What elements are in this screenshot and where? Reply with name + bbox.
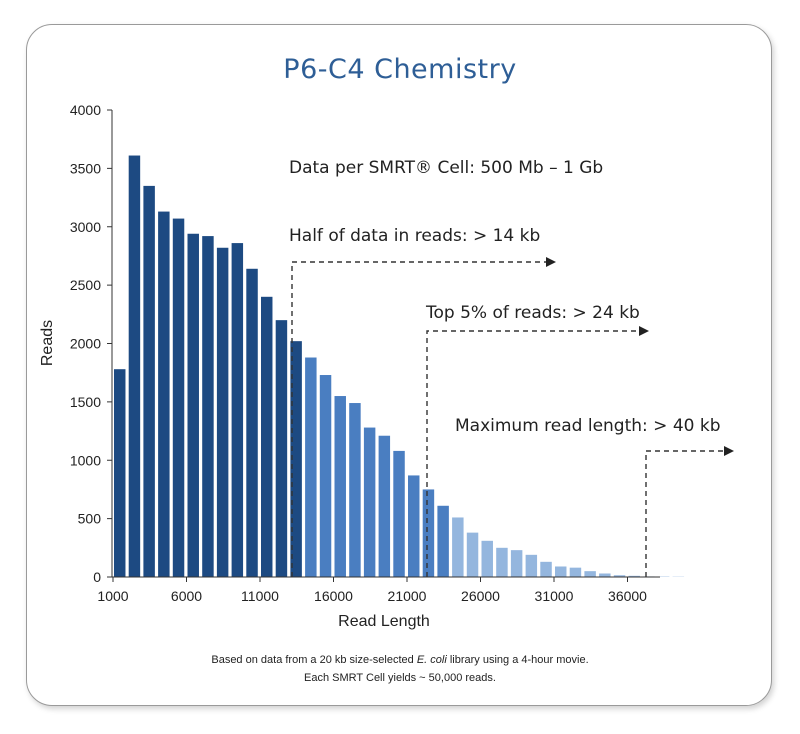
bar — [319, 375, 332, 577]
bar — [422, 489, 435, 577]
annotation-half-data: Half of data in reads: > 14 kb — [289, 226, 540, 246]
chart-title: P6-C4 Chemistry — [283, 54, 517, 85]
bar — [496, 547, 508, 577]
footnote-organism: E. coli — [416, 654, 447, 666]
annotation-top-5: Top 5% of reads: > 24 kb — [425, 303, 640, 323]
bar — [187, 233, 199, 577]
bar — [555, 566, 567, 577]
bar — [613, 575, 626, 577]
bar — [143, 185, 155, 577]
y-tick-label: 500 — [78, 511, 102, 527]
bar — [437, 505, 449, 577]
bar — [378, 435, 391, 577]
footnote-text-a: Based on data from a 20 kb size-selected — [211, 654, 417, 666]
bar — [466, 532, 479, 577]
annotations: Data per SMRT® Cell: 500 Mb – 1 Gb Half … — [289, 158, 734, 577]
x-tick-label: 31000 — [535, 588, 574, 604]
bar — [599, 573, 611, 577]
bar — [363, 427, 376, 577]
y-axis-label: Reads — [39, 320, 56, 366]
footnote-text-b: library using a 4-hour movie. — [446, 654, 589, 666]
bar — [114, 369, 126, 577]
bar — [510, 550, 523, 577]
bar — [481, 540, 493, 577]
y-tick-label: 1000 — [70, 452, 101, 468]
y-tick-label: 3500 — [70, 160, 101, 176]
y-ticks: 0 500 1000 1500 2000 2500 3000 3500 4000 — [70, 102, 112, 585]
bar — [408, 475, 420, 577]
bar — [305, 357, 317, 577]
bar — [584, 571, 596, 577]
x-tick-label: 6000 — [171, 588, 202, 604]
y-tick-label: 4000 — [70, 102, 101, 118]
bar — [202, 236, 214, 577]
x-tick-label: 36000 — [608, 588, 647, 604]
bar — [525, 554, 538, 577]
x-tick-label: 11000 — [241, 588, 279, 604]
bar — [216, 247, 229, 577]
annotation-max-length: Maximum read length: > 40 kb — [455, 416, 721, 436]
bar — [275, 320, 288, 577]
x-ticks: 1000 6000 11000 16000 21000 26000 31000 36000 — [97, 577, 647, 604]
y-tick-label: 3000 — [70, 219, 101, 235]
bar — [231, 243, 244, 577]
bar — [158, 211, 170, 577]
bar — [334, 396, 346, 577]
bar — [172, 218, 185, 577]
y-tick-label: 1500 — [70, 394, 101, 410]
bar-series — [114, 155, 685, 577]
bar — [452, 517, 464, 577]
annotation-data-per-cell: Data per SMRT® Cell: 500 Mb – 1 Gb — [289, 158, 603, 178]
arrow-half-data — [291, 261, 547, 577]
bar — [349, 403, 361, 577]
arrow-head-max-length — [724, 446, 734, 456]
y-tick-label: 2000 — [70, 336, 101, 352]
x-tick-label: 16000 — [314, 588, 353, 604]
bar — [628, 575, 640, 577]
y-tick-label: 2500 — [70, 277, 101, 293]
x-tick-label: 21000 — [388, 588, 427, 604]
bar — [261, 296, 273, 577]
x-tick-label: 26000 — [461, 588, 500, 604]
arrow-head-half-data — [546, 257, 556, 267]
footnote-line-2: Each SMRT Cell yields ~ 50,000 reads. — [304, 672, 496, 684]
bar — [569, 567, 582, 577]
arrow-top-5 — [426, 330, 640, 577]
bar — [128, 155, 141, 577]
arrow-head-top-5 — [639, 326, 649, 336]
bar — [393, 450, 405, 577]
arrow-max-length — [645, 450, 725, 577]
bar — [290, 341, 302, 577]
bar — [246, 268, 258, 577]
x-axis-label: Read Length — [338, 613, 430, 630]
x-tick-label: 1000 — [97, 588, 128, 604]
footnote-line-1: Based on data from a 20 kb size-selected… — [0, 654, 800, 666]
y-tick-label: 0 — [93, 569, 101, 585]
bar — [540, 561, 552, 577]
